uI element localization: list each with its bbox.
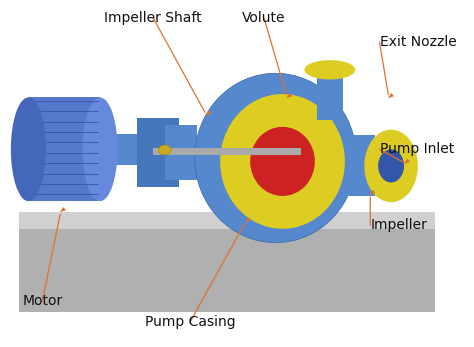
Ellipse shape [82, 98, 118, 201]
FancyBboxPatch shape [153, 147, 301, 155]
FancyBboxPatch shape [345, 135, 375, 196]
Ellipse shape [250, 127, 315, 196]
Ellipse shape [195, 73, 356, 243]
Ellipse shape [304, 60, 356, 79]
Text: Volute: Volute [242, 11, 286, 25]
Circle shape [158, 145, 171, 155]
FancyBboxPatch shape [28, 98, 100, 201]
Ellipse shape [365, 130, 418, 202]
FancyBboxPatch shape [271, 215, 306, 237]
FancyBboxPatch shape [317, 70, 343, 120]
FancyBboxPatch shape [137, 118, 179, 187]
Text: Impeller: Impeller [370, 218, 427, 232]
FancyBboxPatch shape [19, 212, 435, 229]
Ellipse shape [220, 94, 345, 229]
FancyBboxPatch shape [100, 134, 146, 165]
Text: Exit Nozzle: Exit Nozzle [380, 35, 456, 49]
Text: Pump Casing: Pump Casing [145, 315, 236, 329]
FancyBboxPatch shape [19, 215, 435, 312]
Text: Motor: Motor [22, 294, 63, 308]
Ellipse shape [11, 98, 46, 201]
Ellipse shape [378, 149, 404, 183]
Text: Impeller Shaft: Impeller Shaft [104, 11, 202, 25]
FancyBboxPatch shape [164, 125, 197, 180]
Text: Pump Inlet: Pump Inlet [380, 142, 454, 156]
